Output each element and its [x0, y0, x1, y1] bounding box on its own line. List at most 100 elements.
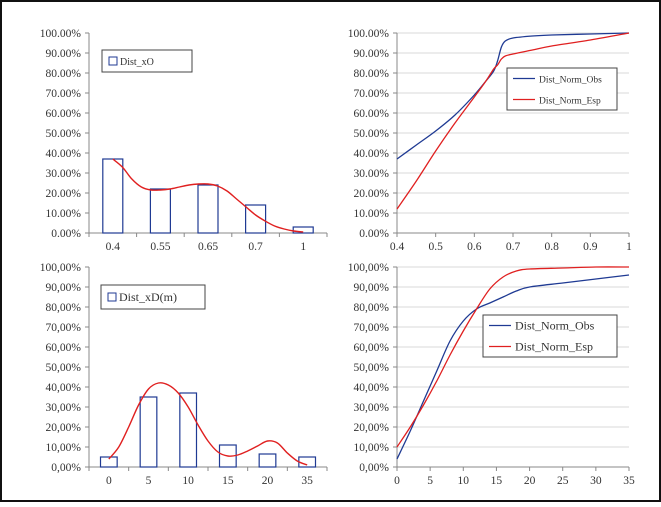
- y-tick-label: 70,00%: [46, 322, 82, 334]
- legend-label: Dist_Norm_Obs: [515, 319, 595, 333]
- legend-label: Dist_Norm_Esp: [515, 340, 593, 354]
- y-tick-label: 10,00%: [46, 442, 82, 454]
- y-tick-label: 70.00%: [46, 88, 82, 100]
- x-tick-label: 0.9: [583, 241, 598, 253]
- y-tick-label: 100.00%: [348, 28, 390, 40]
- y-tick-label: 80,00%: [46, 302, 82, 314]
- bar: [245, 204, 267, 234]
- y-tick-label: 10.00%: [46, 208, 82, 220]
- y-tick-label: 40.00%: [354, 148, 390, 160]
- y-tick-label: 0,00%: [51, 462, 81, 474]
- bar: [179, 392, 198, 468]
- fit-curve: [112, 158, 304, 233]
- x-tick-label: 0.7: [506, 241, 521, 253]
- x-tick-label: 0.65: [198, 241, 218, 253]
- y-tick-label: 90,00%: [354, 282, 390, 294]
- x-tick-label: 0.7: [248, 241, 263, 253]
- y-tick-label: 0.00%: [359, 228, 389, 240]
- series-line: [396, 266, 630, 448]
- series-line: [396, 32, 630, 210]
- x-tick-label: 0.4: [106, 241, 121, 253]
- x-tick-label: 25: [557, 475, 569, 487]
- y-tick-label: 50,00%: [46, 362, 82, 374]
- legend-label: Dist_xO: [120, 57, 154, 68]
- x-tick-label: 0.6: [467, 241, 482, 253]
- x-tick-label: 30: [590, 475, 602, 487]
- legend: Dist_xO: [101, 49, 193, 73]
- x-tick-label: 15: [222, 475, 234, 487]
- x-tick-label: 0.55: [150, 241, 170, 253]
- legend: Dist_xD(m): [100, 284, 206, 310]
- y-tick-label: 30,00%: [354, 402, 390, 414]
- legend-box: [482, 314, 618, 358]
- legend-label: Dist_xD(m): [119, 290, 177, 304]
- y-tick-label: 30,00%: [46, 402, 82, 414]
- x-tick-label: 20: [524, 475, 536, 487]
- y-tick-label: 60,00%: [354, 342, 390, 354]
- chart-panel-top-right: 0.00% 10.00% 20.00% 30.00% 40.00% 50.00% 60.00…: [348, 28, 632, 253]
- y-tick-label: 90,00%: [46, 282, 82, 294]
- y-tick-label: 40,00%: [354, 382, 390, 394]
- legend: Dist_Norm_Obs Dist_Norm_Esp: [482, 314, 618, 358]
- bar: [139, 396, 158, 468]
- y-tick-label: 40.00%: [46, 148, 82, 160]
- x-tick-label: 5: [146, 475, 152, 487]
- x-tick-label: 0.5: [428, 241, 443, 253]
- x-tick-label: 20: [262, 475, 274, 487]
- x-tick-label: 15: [491, 475, 503, 487]
- y-tick-label: 60,00%: [46, 342, 82, 354]
- x-tick-label: 0: [394, 475, 400, 487]
- series-line: [396, 32, 630, 160]
- y-tick-label: 100,00%: [40, 262, 82, 274]
- y-tick-label: 40,00%: [46, 382, 82, 394]
- y-tick-label: 100,00%: [348, 262, 390, 274]
- y-tick-label: 10.00%: [354, 208, 390, 220]
- x-tick-label: 0.4: [390, 241, 405, 253]
- chart-panel-bottom-left: 0,00% 10,00% 20,00% 30,00% 40,00% 50,00% 60,00…: [40, 262, 328, 487]
- legend-box: [100, 284, 206, 310]
- series-line: [396, 274, 630, 460]
- y-tick-label: 30.00%: [46, 168, 82, 180]
- y-tick-label: 80.00%: [46, 68, 82, 80]
- y-tick-label: 0.00%: [51, 228, 81, 240]
- y-tick-label: 30.00%: [354, 168, 390, 180]
- y-tick-label: 0,00%: [359, 462, 389, 474]
- x-tick-label: 35: [623, 475, 635, 487]
- y-tick-label: 80.00%: [354, 68, 390, 80]
- x-tick-label: 10: [182, 475, 194, 487]
- x-tick-label: 35: [301, 475, 313, 487]
- legend-swatch: [108, 56, 118, 66]
- x-tick-label: 0.8: [544, 241, 559, 253]
- bar: [99, 456, 118, 468]
- bar: [258, 453, 277, 468]
- y-tick-label: 70,00%: [354, 322, 390, 334]
- x-tick-label: 10: [458, 475, 470, 487]
- bar: [292, 226, 314, 234]
- y-tick-label: 60.00%: [354, 108, 390, 120]
- legend-box: [506, 67, 618, 111]
- legend-box: [101, 49, 193, 73]
- y-tick-label: 50.00%: [46, 128, 82, 140]
- bar: [102, 158, 124, 234]
- legend: Dist_Norm_Obs Dist_Norm_Esp: [506, 67, 618, 111]
- x-tick-label: 1: [300, 241, 306, 253]
- y-tick-label: 90.00%: [46, 48, 82, 60]
- y-tick-label: 70.00%: [354, 88, 390, 100]
- chart-panel-top-left: 0.00% 10.00% 20.00% 30.00% 40.00% 50.00% 60.00…: [40, 28, 328, 253]
- y-tick-label: 50.00%: [354, 128, 390, 140]
- chart-panel-bottom-right: 0,00% 10,00% 20,00% 30,00% 40,00% 50,00% 60,00…: [348, 262, 635, 487]
- legend-label: Dist_Norm_Obs: [539, 76, 602, 86]
- y-tick-label: 50,00%: [354, 362, 390, 374]
- x-tick-label: 5: [427, 475, 433, 487]
- bar: [197, 184, 219, 234]
- y-tick-label: 20.00%: [354, 188, 390, 200]
- y-tick-label: 20,00%: [46, 422, 82, 434]
- bar: [298, 456, 317, 468]
- y-tick-label: 80,00%: [354, 302, 390, 314]
- x-tick-label: 0: [106, 475, 112, 487]
- y-tick-label: 10,00%: [354, 442, 390, 454]
- y-tick-label: 20,00%: [354, 422, 390, 434]
- legend-swatch: [107, 292, 117, 302]
